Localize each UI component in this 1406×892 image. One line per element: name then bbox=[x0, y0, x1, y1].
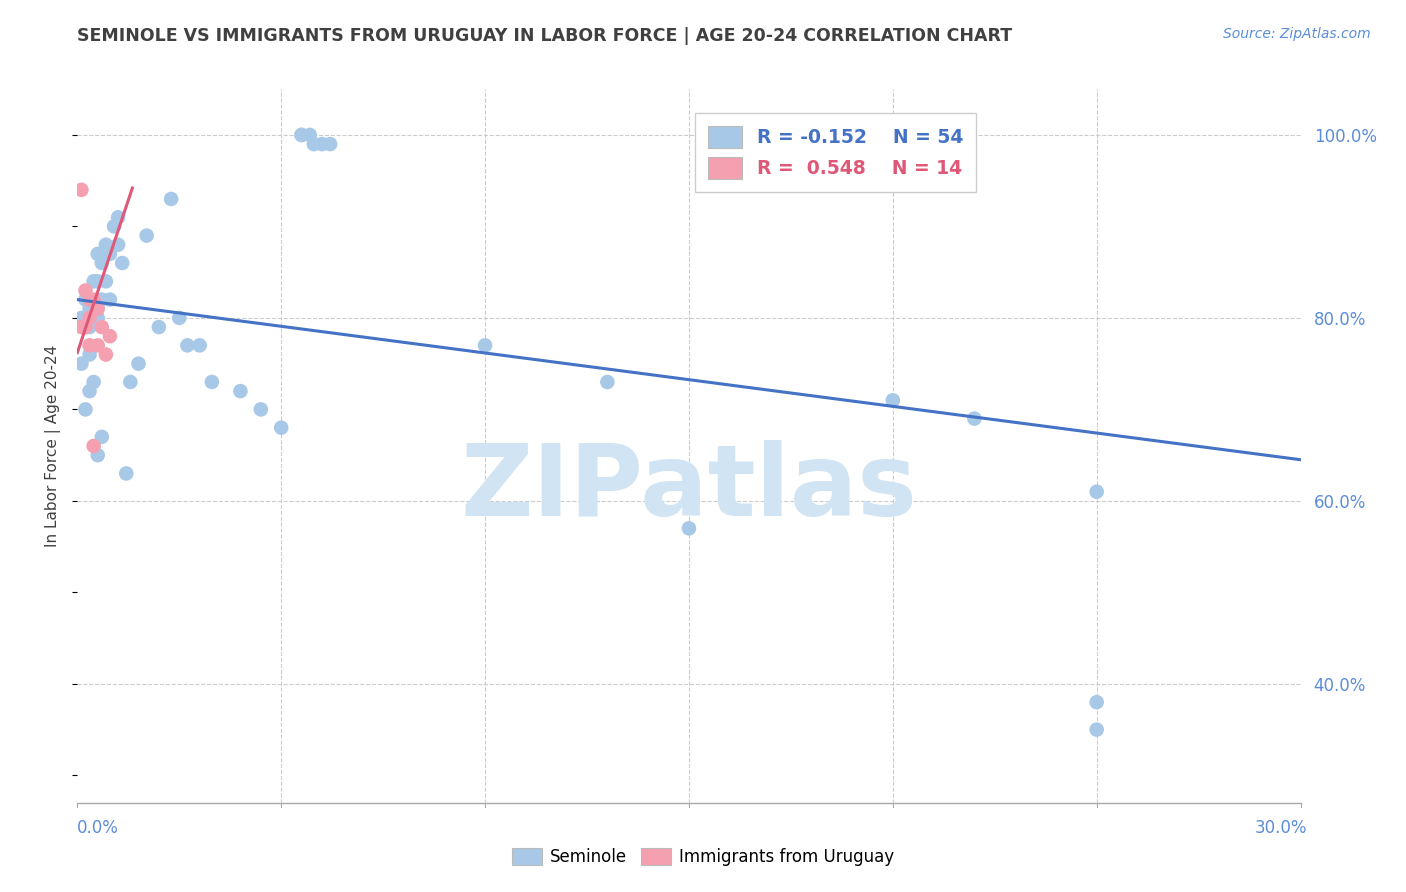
Y-axis label: In Labor Force | Age 20-24: In Labor Force | Age 20-24 bbox=[45, 345, 62, 547]
Point bbox=[128, 357, 150, 371]
Point bbox=[596, 375, 619, 389]
Point bbox=[70, 183, 93, 197]
Point bbox=[148, 320, 170, 334]
Point bbox=[75, 402, 97, 417]
Point bbox=[115, 467, 138, 481]
Point bbox=[1085, 695, 1108, 709]
Legend: R = -0.152    N = 54, R =  0.548    N = 14: R = -0.152 N = 54, R = 0.548 N = 14 bbox=[695, 113, 976, 192]
Point bbox=[176, 338, 198, 352]
Point bbox=[75, 320, 97, 334]
Point bbox=[291, 128, 314, 142]
Point bbox=[83, 310, 105, 325]
Point bbox=[94, 237, 117, 252]
Point bbox=[250, 402, 273, 417]
Legend: Seminole, Immigrants from Uruguay: Seminole, Immigrants from Uruguay bbox=[503, 840, 903, 875]
Point bbox=[94, 274, 117, 288]
Point bbox=[87, 448, 110, 462]
Point bbox=[87, 338, 110, 352]
Point bbox=[75, 284, 97, 298]
Point bbox=[188, 338, 211, 352]
Point bbox=[103, 219, 125, 234]
Point bbox=[94, 347, 117, 361]
Point bbox=[75, 293, 97, 307]
Point bbox=[98, 247, 121, 261]
Point bbox=[90, 430, 112, 444]
Point bbox=[70, 357, 93, 371]
Point bbox=[111, 256, 134, 270]
Point bbox=[79, 301, 101, 316]
Point bbox=[319, 137, 342, 152]
Point bbox=[79, 384, 101, 398]
Text: ZIPatlas: ZIPatlas bbox=[461, 441, 917, 537]
Point bbox=[474, 338, 496, 352]
Point bbox=[201, 375, 224, 389]
Point bbox=[311, 137, 333, 152]
Point bbox=[79, 338, 101, 352]
Point bbox=[678, 521, 700, 535]
Point bbox=[79, 320, 101, 334]
Point bbox=[160, 192, 183, 206]
Point bbox=[70, 310, 93, 325]
Point bbox=[79, 293, 101, 307]
Text: 0.0%: 0.0% bbox=[77, 819, 120, 837]
Point bbox=[87, 301, 110, 316]
Point bbox=[107, 211, 129, 225]
Point bbox=[75, 320, 97, 334]
Point bbox=[302, 137, 325, 152]
Point bbox=[83, 293, 105, 307]
Point bbox=[98, 329, 121, 343]
Point bbox=[70, 320, 93, 334]
Point bbox=[87, 247, 110, 261]
Text: 30.0%: 30.0% bbox=[1256, 819, 1308, 837]
Point bbox=[298, 128, 321, 142]
Point bbox=[79, 347, 101, 361]
Text: Source: ZipAtlas.com: Source: ZipAtlas.com bbox=[1223, 27, 1371, 41]
Point bbox=[87, 274, 110, 288]
Point bbox=[107, 237, 129, 252]
Point bbox=[270, 420, 292, 434]
Point bbox=[229, 384, 252, 398]
Point bbox=[135, 228, 157, 243]
Text: SEMINOLE VS IMMIGRANTS FROM URUGUAY IN LABOR FORCE | AGE 20-24 CORRELATION CHART: SEMINOLE VS IMMIGRANTS FROM URUGUAY IN L… bbox=[77, 27, 1012, 45]
Point bbox=[83, 375, 105, 389]
Point bbox=[83, 274, 105, 288]
Point bbox=[882, 393, 904, 408]
Point bbox=[90, 256, 112, 270]
Point bbox=[963, 411, 986, 425]
Point bbox=[79, 310, 101, 325]
Point bbox=[1085, 484, 1108, 499]
Point bbox=[90, 293, 112, 307]
Point bbox=[120, 375, 142, 389]
Point bbox=[87, 310, 110, 325]
Point bbox=[169, 310, 191, 325]
Point bbox=[83, 439, 105, 453]
Point bbox=[98, 293, 121, 307]
Point bbox=[1085, 723, 1108, 737]
Point bbox=[90, 320, 112, 334]
Point bbox=[291, 128, 314, 142]
